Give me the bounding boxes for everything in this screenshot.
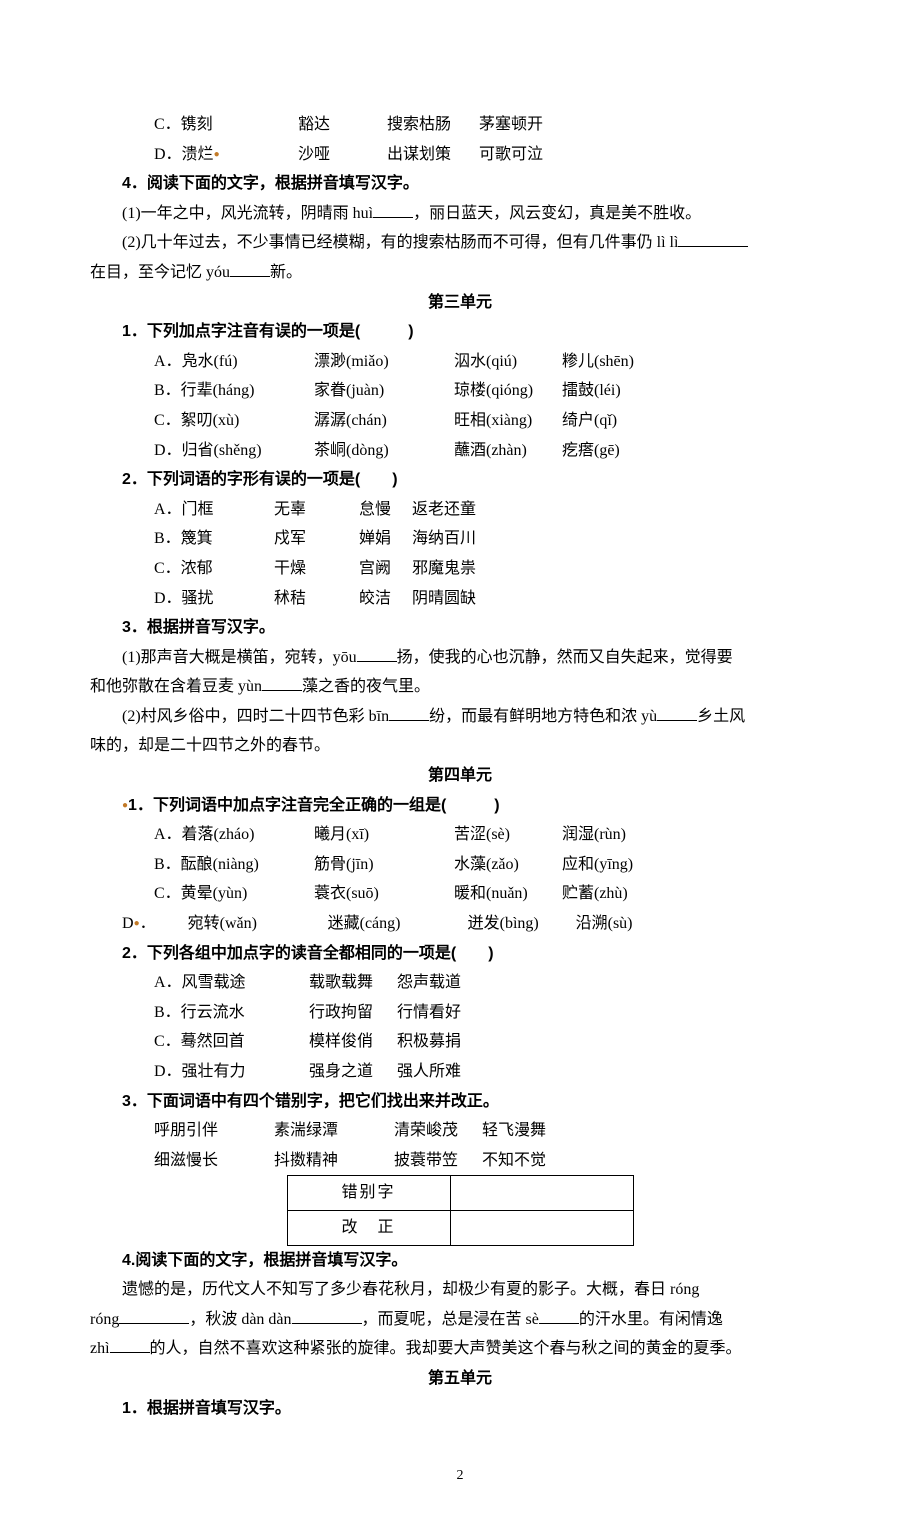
blank[interactable] xyxy=(539,1307,579,1324)
row: A．凫水(fú)漂渺(miǎo)泅水(qiú)糁儿(shēn) xyxy=(90,347,830,377)
u4-q4-l2: róng，秋波 dàn dàn，而夏呢，总是浸在苦 sè的汗水里。有闲情逸 xyxy=(90,1305,830,1335)
blank[interactable] xyxy=(389,704,429,721)
row: D●．宛转(wǎn)迷藏(cáng)迸发(bìng)沿溯(sù) xyxy=(90,909,830,939)
row: A．门框无辜怠慢返老还童 xyxy=(90,495,830,525)
row: D．归省(shěng)茶峒(dòng)蘸酒(zhàn)疙瘩(gē) xyxy=(90,436,830,466)
opt-c: C．镌刻 豁达 搜索枯肠 茅塞顿开 xyxy=(90,110,830,140)
u3-q2-rows: A．门框无辜怠慢返老还童 B．篾箕戍军婵娟海纳百川 C．浓郁干燥宫阙邪魔鬼祟 D… xyxy=(90,495,830,613)
blank[interactable] xyxy=(110,1336,150,1353)
u3-q1-stem: 1．下列加点字注音有误的一项是() xyxy=(90,317,830,347)
u4-q1-rows: A．着落(zháo)曦月(xī)苦涩(sè)润湿(rùn) B．酝酿(niàng… xyxy=(90,820,830,938)
row: B．篾箕戍军婵娟海纳百川 xyxy=(90,524,830,554)
blank[interactable] xyxy=(230,260,270,277)
q4-l1: (1)一年之中，风光流转，阴晴雨 huì，丽日蓝天，风云变幻，真是美不胜收。 xyxy=(90,199,830,229)
u3-q3-l3: (2)村风乡俗中，四时二十四节色彩 bīn纷，而最有鲜明地方特色和浓 yù乡土风 xyxy=(90,702,830,732)
dot-icon: ● xyxy=(214,149,220,160)
blank[interactable] xyxy=(657,704,697,721)
u4-q3-r1: 呼朋引伴素湍绿潭清荣峻茂轻飞漫舞 xyxy=(90,1116,830,1146)
blank[interactable] xyxy=(373,201,413,218)
page-number: 2 xyxy=(90,1463,830,1489)
u4-q4-l1: 遗憾的是，历代文人不知写了多少春花秋月，却极少有夏的影子。大概，春日 róng xyxy=(90,1275,830,1305)
row: C．蓦然回首模样俊俏积极募捐 xyxy=(90,1027,830,1057)
row: B．行辈(háng)家眷(juàn)琼楼(qióng)擂鼓(léi) xyxy=(90,376,830,406)
q4-stem: 4．阅读下面的文字，根据拼音填写汉字。 xyxy=(90,169,830,199)
blank-cell[interactable] xyxy=(450,1210,633,1245)
u3-q1-rows: A．凫水(fú)漂渺(miǎo)泅水(qiú)糁儿(shēn) B．行辈(hán… xyxy=(90,347,830,465)
row: A．风雪载途载歌载舞怨声载道 xyxy=(90,968,830,998)
row-label: 改 正 xyxy=(287,1210,450,1245)
u4-q3-r2: 细滋慢长抖擞精神披蓑带笠不知不觉 xyxy=(90,1146,830,1176)
d-1: D．溃烂● xyxy=(122,140,262,170)
row: D．骚扰秫秸皎洁阴晴圆缺 xyxy=(90,584,830,614)
u4-q4-stem: 4.阅读下面的文字，根据拼音填写汉字。 xyxy=(90,1246,830,1276)
c-4: 茅塞顿开 xyxy=(479,116,543,133)
unit3-title: 第三单元 xyxy=(90,288,830,318)
u3-q2-stem: 2．下列词语的字形有误的一项是() xyxy=(90,465,830,495)
q4-l3: 在目，至今记忆 yóu新。 xyxy=(90,258,830,288)
table-row: 错别字 xyxy=(287,1176,633,1211)
table-row: 改 正 xyxy=(287,1210,633,1245)
u4-q2-stem: 2．下列各组中加点字的读音全都相同的一项是() xyxy=(90,939,830,969)
opt-d: D．溃烂● 沙哑 出谋划策 可歌可泣 xyxy=(90,140,830,170)
error-table: 错别字 改 正 xyxy=(287,1175,634,1245)
blank[interactable] xyxy=(292,1307,362,1324)
u5-q1: 1．根据拼音填写汉字。 xyxy=(90,1394,830,1424)
c-1: C．镌刻 xyxy=(122,110,262,140)
blank-cell[interactable] xyxy=(450,1176,633,1211)
u3-q3-stem: 3．根据拼音写汉字。 xyxy=(90,613,830,643)
row: B．行云流水行政拘留行情看好 xyxy=(90,998,830,1028)
c-2: 豁达 xyxy=(266,110,351,140)
unit4-title: 第四单元 xyxy=(90,761,830,791)
d-2: 沙哑 xyxy=(266,140,351,170)
row: C．黄晕(yùn)蓑衣(suō)暖和(nuǎn)贮蓄(zhù) xyxy=(90,879,830,909)
u4-q4-l3: zhì的人，自然不喜欢这种紧张的旋律。我却要大声赞美这个春与秋之间的黄金的夏季。 xyxy=(90,1334,830,1364)
blank[interactable] xyxy=(357,645,397,662)
dot-icon: ● xyxy=(134,918,140,929)
unit5-title: 第五单元 xyxy=(90,1364,830,1394)
row: B．酝酿(niàng)筋骨(jīn)水藻(zǎo)应和(yīng) xyxy=(90,850,830,880)
u4-q3-stem: 3．下面词语中有四个错别字，把它们找出来并改正。 xyxy=(90,1087,830,1117)
c-3: 搜索枯肠 xyxy=(355,110,475,140)
row: A．着落(zháo)曦月(xī)苦涩(sè)润湿(rùn) xyxy=(90,820,830,850)
row-label: 错别字 xyxy=(287,1176,450,1211)
row: C．浓郁干燥宫阙邪魔鬼祟 xyxy=(90,554,830,584)
row: D．强壮有力强身之道强人所难 xyxy=(90,1057,830,1087)
d-4: 可歌可泣 xyxy=(479,146,543,163)
u4-q2-rows: A．风雪载途载歌载舞怨声载道 B．行云流水行政拘留行情看好 C．蓦然回首模样俊俏… xyxy=(90,968,830,1086)
u3-q3-l4: 味的，却是二十四节之外的春节。 xyxy=(90,731,830,761)
row: C．絮叨(xù)潺潺(chán)旺相(xiàng)绮户(qǐ) xyxy=(90,406,830,436)
blank[interactable] xyxy=(678,230,748,247)
blank[interactable] xyxy=(119,1307,189,1324)
u4-q1-stem: ●1．下列词语中加点字注音完全正确的一组是() xyxy=(90,791,830,821)
u3-q3-l2: 和他弥散在含着豆麦 yùn藻之香的夜气里。 xyxy=(90,672,830,702)
q4-l2: (2)几十年过去，不少事情已经模糊，有的搜索枯肠而不可得，但有几件事仍 lì l… xyxy=(90,228,830,258)
blank[interactable] xyxy=(262,674,302,691)
d-3: 出谋划策 xyxy=(355,140,475,170)
u3-q3-l1: (1)那声音大概是横笛，宛转，yōu扬，使我的心也沉静，然而又自失起来，觉得要 xyxy=(90,643,830,673)
